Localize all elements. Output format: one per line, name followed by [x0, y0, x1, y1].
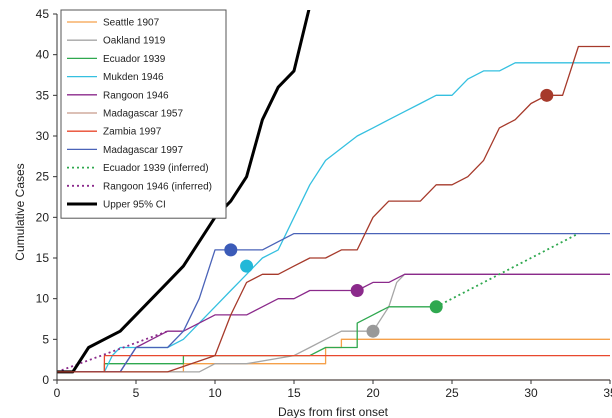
y-tick-label: 0 — [42, 373, 49, 387]
legend-label: Madagascar 1997 — [103, 145, 183, 156]
y-tick-label: 45 — [36, 7, 50, 21]
series-line-8 — [57, 232, 610, 373]
y-tick-label: 25 — [36, 170, 50, 184]
outbreak-marker-4 — [366, 324, 380, 338]
series-line-12 — [57, 45, 610, 373]
x-tick-label: 25 — [445, 386, 459, 400]
series-line-9 — [435, 232, 579, 308]
x-tick-label: 5 — [133, 386, 140, 400]
x-tick-label: 35 — [603, 386, 612, 400]
y-tick-label: 15 — [36, 251, 50, 265]
x-tick-label: 20 — [366, 386, 380, 400]
outbreak-marker-6 — [540, 88, 554, 102]
y-tick-label: 40 — [36, 48, 50, 62]
legend-label: Seattle 1907 — [103, 18, 160, 29]
x-tick-label: 0 — [54, 386, 61, 400]
legend-label: Madagascar 1957 — [103, 109, 183, 120]
x-tick-label: 10 — [208, 386, 222, 400]
legend-label: Upper 95% CI — [103, 200, 166, 211]
y-tick-label: 10 — [36, 292, 50, 306]
legend-label: Ecuador 1939 — [103, 54, 166, 65]
legend: Seattle 1907 Oakland 1919 Ecuador 1939 Mukd… — [60, 9, 227, 219]
y-tick-label: 5 — [42, 332, 49, 346]
legend-label: Zambia 1997 — [103, 127, 162, 138]
y-tick-label: 35 — [36, 88, 50, 102]
legend-label: Rangoon 1946 — [103, 90, 169, 101]
y-tick-label: 20 — [36, 210, 50, 224]
series-line-5 — [57, 273, 610, 373]
x-tick-label: 30 — [524, 386, 538, 400]
series-line-3 — [57, 306, 437, 373]
legend-label: Ecuador 1939 (inferred) — [103, 163, 209, 174]
x-axis-title: Days from first onset — [278, 405, 389, 418]
outbreak-marker-2 — [240, 259, 254, 273]
legend-label: Rangoon 1946 (inferred) — [103, 181, 212, 192]
outbreak-marker-5 — [429, 300, 443, 314]
series-line-11 — [57, 10, 311, 374]
y-tick-label: 30 — [36, 129, 50, 143]
x-tick-label: 15 — [287, 386, 301, 400]
outbreak-marker-1 — [224, 243, 238, 257]
series-line-2 — [57, 273, 610, 373]
y-axis-title: Cumulative Cases — [13, 163, 27, 260]
legend-label: Mukden 1946 — [103, 72, 164, 83]
legend-label: Oakland 1919 — [103, 36, 166, 47]
outbreak-marker-3 — [350, 284, 364, 298]
